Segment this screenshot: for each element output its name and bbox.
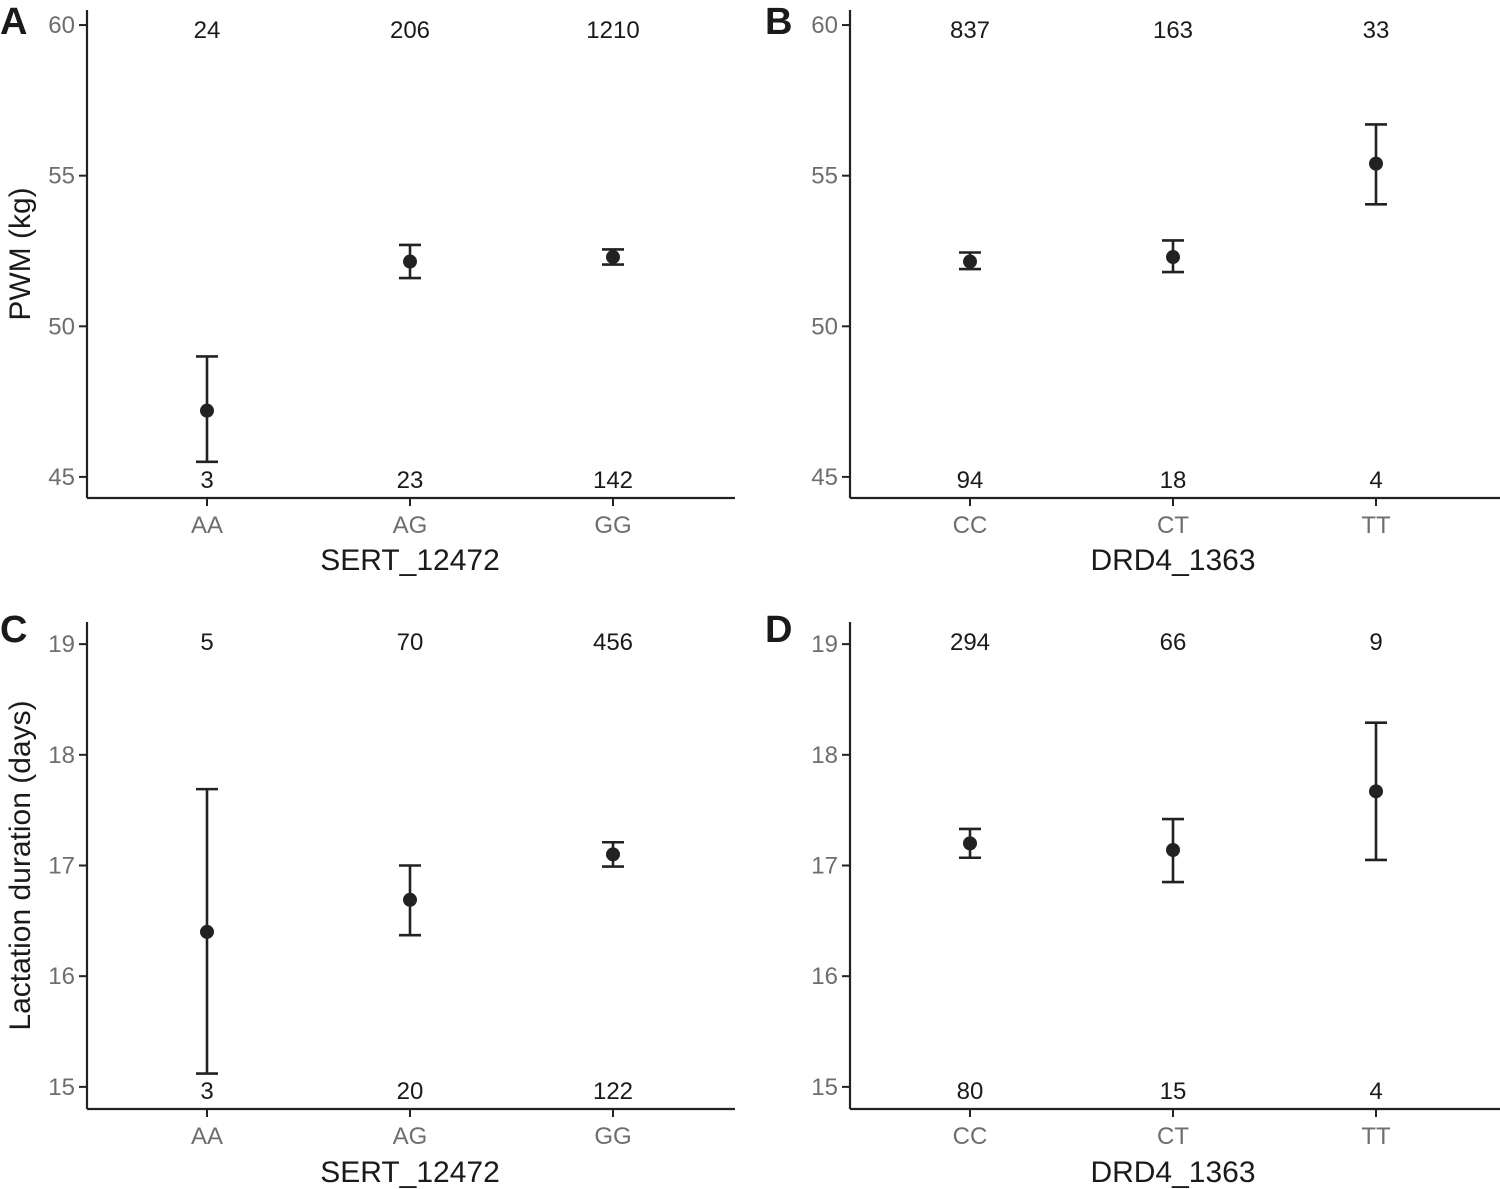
top-count-label: 66 bbox=[1160, 629, 1187, 656]
y-tick-label: 55 bbox=[811, 163, 838, 190]
top-count-label: 163 bbox=[1153, 17, 1193, 44]
bottom-count-label: 20 bbox=[397, 1078, 424, 1105]
y-tick-label: 60 bbox=[811, 12, 838, 39]
panel-label: A bbox=[0, 1, 27, 43]
y-tick-label: 17 bbox=[811, 853, 838, 880]
mean-point bbox=[606, 250, 620, 265]
x-tick-label: CT bbox=[1157, 1123, 1189, 1150]
mean-point bbox=[1166, 250, 1180, 265]
y-tick-label: 50 bbox=[811, 313, 838, 340]
x-tick-label: AA bbox=[191, 512, 223, 539]
top-count-label: 9 bbox=[1369, 629, 1382, 656]
x-tick-label: TT bbox=[1361, 512, 1391, 539]
x-tick-label: GG bbox=[594, 512, 631, 539]
x-axis-title: SERT_12472 bbox=[320, 544, 500, 577]
bottom-count-label: 4 bbox=[1369, 467, 1382, 494]
mean-point bbox=[1369, 784, 1383, 799]
x-tick-label: AG bbox=[393, 512, 428, 539]
y-tick-label: 18 bbox=[811, 742, 838, 769]
top-count-label: 33 bbox=[1363, 17, 1390, 44]
top-count-label: 24 bbox=[194, 17, 221, 44]
panel-c: C 15 16 17 18 19 AA 5 3 AG 70 20 GG 456 122 SERT_12472 L… bbox=[0, 609, 735, 1189]
y-tick-label: 19 bbox=[48, 631, 75, 658]
x-tick-label: GG bbox=[594, 1123, 631, 1150]
bottom-count-label: 15 bbox=[1160, 1078, 1187, 1105]
x-tick-label: AA bbox=[191, 1123, 223, 1150]
y-tick-label: 55 bbox=[48, 163, 75, 190]
x-axis-title: DRD4_1363 bbox=[1090, 1156, 1255, 1189]
y-tick-label: 60 bbox=[48, 12, 75, 39]
bottom-count-label: 4 bbox=[1369, 1078, 1382, 1105]
bottom-count-label: 142 bbox=[593, 467, 633, 494]
y-tick-label: 15 bbox=[811, 1074, 838, 1101]
y-tick-label: 45 bbox=[811, 464, 838, 491]
top-count-label: 70 bbox=[397, 629, 424, 656]
y-axis-title: Lactation duration (days) bbox=[4, 700, 37, 1030]
y-tick-label: 19 bbox=[811, 631, 838, 658]
y-tick-label: 16 bbox=[48, 963, 75, 990]
bottom-count-label: 23 bbox=[397, 467, 424, 494]
y-tick-label: 15 bbox=[48, 1074, 75, 1101]
panel-label: D bbox=[765, 609, 792, 651]
x-tick-label: CC bbox=[953, 1123, 988, 1150]
bottom-count-label: 3 bbox=[200, 467, 213, 494]
top-count-label: 206 bbox=[390, 17, 430, 44]
y-tick-label: 50 bbox=[48, 313, 75, 340]
y-tick-label: 45 bbox=[48, 464, 75, 491]
mean-point bbox=[963, 254, 977, 269]
x-tick-label: AG bbox=[393, 1123, 428, 1150]
y-tick-label: 17 bbox=[48, 853, 75, 880]
x-tick-label: CC bbox=[953, 512, 988, 539]
x-axis-title: DRD4_1363 bbox=[1090, 544, 1255, 577]
y-tick-label: 18 bbox=[48, 742, 75, 769]
x-tick-label: TT bbox=[1361, 1123, 1391, 1150]
bottom-count-label: 3 bbox=[200, 1078, 213, 1105]
panel-a: A 45 50 55 60 AA 24 3 AG 206 23 GG 1210 142 SERT_12472… bbox=[0, 1, 735, 577]
top-count-label: 294 bbox=[950, 629, 990, 656]
mean-point bbox=[403, 892, 417, 907]
mean-point bbox=[1166, 843, 1180, 858]
bottom-count-label: 80 bbox=[957, 1078, 984, 1105]
top-count-label: 837 bbox=[950, 17, 990, 44]
mean-point bbox=[200, 924, 214, 939]
panel-d: D 15 16 17 18 19 CC 294 80 CT 66 15 TT 9 4 DRD4_1363 bbox=[765, 609, 1500, 1189]
mean-point bbox=[606, 847, 620, 862]
mean-point bbox=[1369, 156, 1383, 171]
mean-point bbox=[200, 403, 214, 418]
mean-point bbox=[963, 836, 977, 851]
top-count-label: 1210 bbox=[586, 17, 639, 44]
x-axis-title: SERT_12472 bbox=[320, 1156, 500, 1189]
top-count-label: 456 bbox=[593, 629, 633, 656]
y-axis-title: PWM (kg) bbox=[4, 187, 37, 320]
panel-label: B bbox=[765, 1, 792, 43]
mean-point bbox=[403, 254, 417, 269]
panel-label: C bbox=[0, 609, 27, 651]
bottom-count-label: 122 bbox=[593, 1078, 633, 1105]
bottom-count-label: 18 bbox=[1160, 467, 1187, 494]
panel-b: B 45 50 55 60 CC 837 94 CT 163 18 TT 33 4 DRD4_1363 bbox=[765, 1, 1500, 577]
top-count-label: 5 bbox=[200, 629, 213, 656]
bottom-count-label: 94 bbox=[957, 467, 984, 494]
x-tick-label: CT bbox=[1157, 512, 1189, 539]
y-tick-label: 16 bbox=[811, 963, 838, 990]
